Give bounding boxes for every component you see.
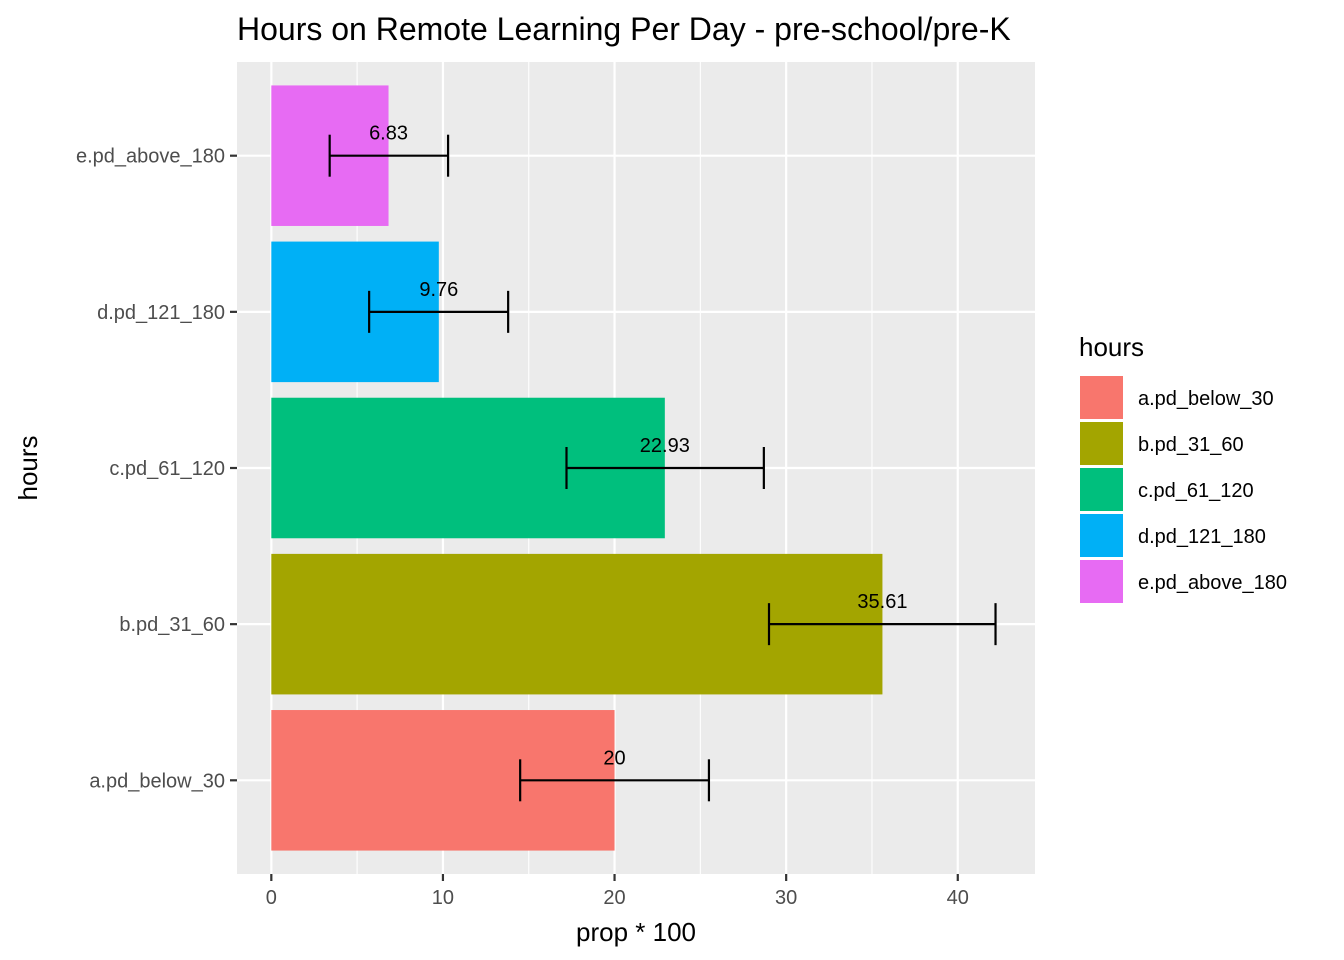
data-labels: 20 35.61 22.93 9.76 6.83 [369, 123, 907, 770]
error-bars [328, 134, 997, 802]
y-axis: a.pd_below_30 b.pd_31_60 c.pd_61_120 d.pd_1… [76, 146, 237, 792]
legend-title: hours [1079, 332, 1144, 362]
y-tick-label: b.pd_31_60 [119, 614, 225, 636]
legend: hours a.pd_below_30 b.pd_31_60 c.pd_61_120… [1079, 332, 1287, 603]
data-label: 22.93 [640, 435, 690, 457]
legend-key [1080, 422, 1123, 465]
y-tick-label: a.pd_below_30 [89, 770, 225, 792]
legend-label: c.pd_61_120 [1138, 480, 1254, 502]
x-tick-label: 0 [266, 887, 277, 909]
data-label: 35.61 [857, 591, 907, 613]
y-tick-label: d.pd_121_180 [97, 302, 225, 324]
x-tick-label: 20 [603, 887, 625, 909]
legend-label: e.pd_above_180 [1138, 572, 1287, 594]
x-tick-label: 30 [775, 887, 797, 909]
y-axis-title: hours [13, 435, 43, 500]
legend-key [1080, 376, 1123, 419]
x-tick-label: 10 [432, 887, 454, 909]
y-tick-label: c.pd_61_120 [109, 458, 225, 480]
legend-key [1080, 560, 1123, 603]
legend-key [1080, 468, 1123, 511]
x-axis: 0 10 20 30 40 [266, 874, 969, 909]
data-label: 9.76 [419, 279, 458, 301]
y-tick-label: e.pd_above_180 [76, 146, 225, 168]
legend-label: a.pd_below_30 [1138, 388, 1274, 410]
data-label: 6.83 [369, 123, 408, 145]
x-axis-title: prop * 100 [576, 917, 696, 947]
chart-title: Hours on Remote Learning Per Day - pre-s… [237, 11, 1011, 47]
data-label: 20 [603, 747, 625, 769]
legend-key [1080, 514, 1123, 557]
x-tick-label: 40 [947, 887, 969, 909]
legend-label: d.pd_121_180 [1138, 526, 1266, 548]
legend-label: b.pd_31_60 [1138, 434, 1244, 456]
